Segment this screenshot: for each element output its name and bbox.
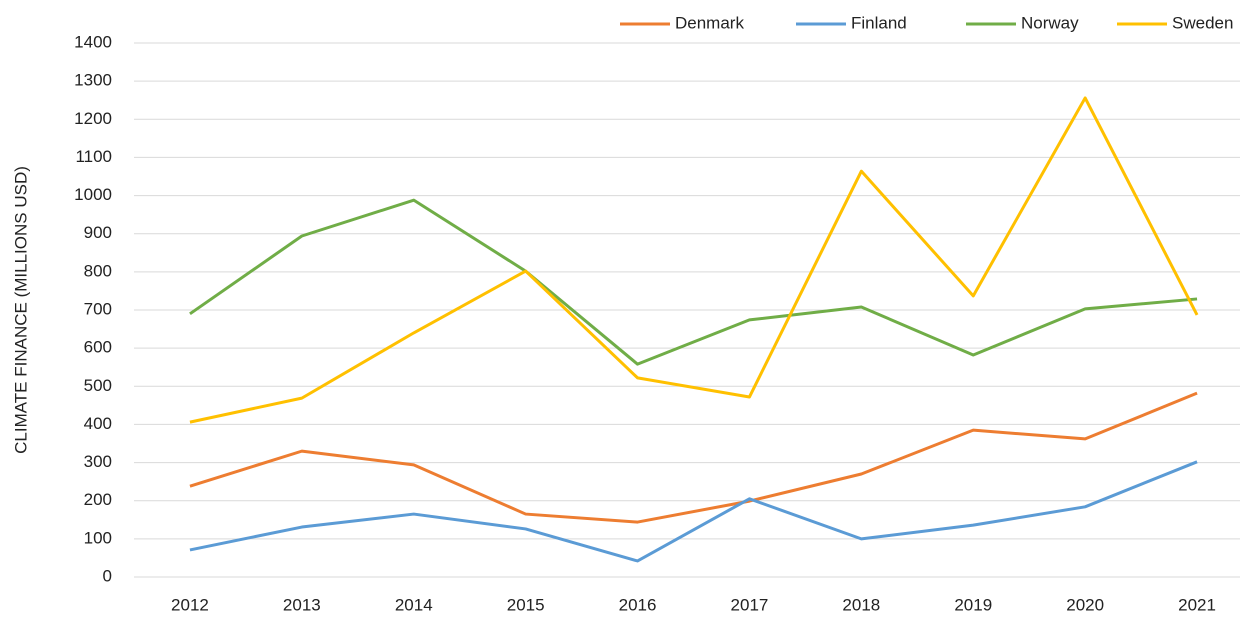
y-tick-label: 500 <box>84 376 112 395</box>
x-tick-label: 2019 <box>954 595 992 614</box>
y-tick-label: 1100 <box>75 147 112 166</box>
y-tick-label: 600 <box>84 338 112 357</box>
y-tick-label: 1000 <box>74 185 112 204</box>
line-series <box>189 460 1198 563</box>
x-tick-label: 2016 <box>619 595 657 614</box>
legend-label: Norway <box>1021 13 1079 32</box>
line-series <box>189 96 1199 424</box>
legend-label: Sweden <box>1172 13 1233 32</box>
y-tick-label: 900 <box>84 223 112 242</box>
x-tick-label: 2012 <box>171 595 209 614</box>
line-series <box>189 198 1198 366</box>
x-tick-label: 2018 <box>842 595 880 614</box>
y-tick-label: 1400 <box>74 32 112 51</box>
x-tick-label: 2013 <box>283 595 321 614</box>
x-tick-label: 2015 <box>507 595 545 614</box>
legend-label: Finland <box>851 13 907 32</box>
y-tick-label: 1200 <box>74 109 112 128</box>
y-tick-label: 300 <box>84 452 112 471</box>
y-tick-label: 0 <box>103 566 112 585</box>
x-tick-label: 2021 <box>1178 595 1216 614</box>
line-series <box>189 391 1198 524</box>
y-tick-label: 100 <box>84 528 112 547</box>
y-tick-label: 400 <box>84 414 112 433</box>
y-axis-label: CLIMATE FINANCE (MILLIONS USD) <box>11 166 30 454</box>
legend-label: Denmark <box>675 13 744 32</box>
x-tick-label: 2017 <box>731 595 769 614</box>
x-tick-label: 2020 <box>1066 595 1104 614</box>
x-tick-label: 2014 <box>395 595 433 614</box>
y-tick-label: 800 <box>84 261 112 280</box>
y-tick-label: 1300 <box>74 71 112 90</box>
y-tick-label: 700 <box>84 299 112 318</box>
y-tick-label: 200 <box>84 490 112 509</box>
